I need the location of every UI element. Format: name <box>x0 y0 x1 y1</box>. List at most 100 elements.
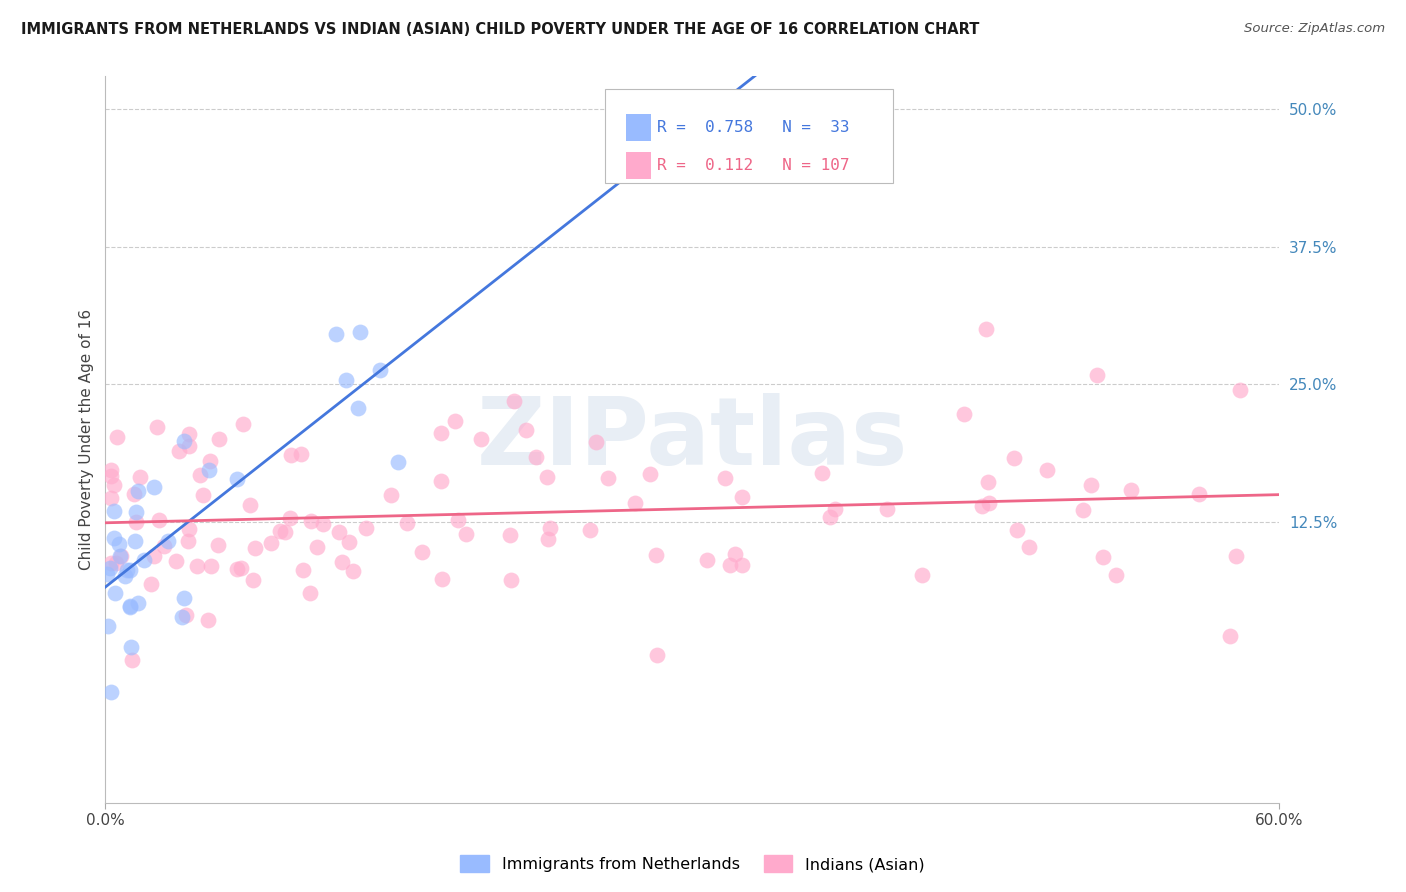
Point <box>972 499 994 513</box>
Point <box>1219 629 1241 643</box>
Point <box>156 533 179 548</box>
Point <box>114 569 136 583</box>
Point <box>501 574 523 588</box>
Point <box>347 401 370 416</box>
Point <box>225 561 247 575</box>
Text: ZIPatlas: ZIPatlas <box>477 393 908 485</box>
Point <box>208 432 231 446</box>
Point <box>335 373 357 387</box>
Point <box>200 559 222 574</box>
Point <box>225 471 247 485</box>
Point <box>1188 487 1211 501</box>
Point <box>974 322 997 336</box>
Point <box>115 563 138 577</box>
Point <box>100 491 122 505</box>
Point <box>148 513 170 527</box>
Point <box>387 455 409 469</box>
Point <box>269 524 291 538</box>
Point <box>239 498 262 512</box>
Point <box>100 463 122 477</box>
Point <box>104 585 127 599</box>
Point <box>229 560 252 574</box>
Point <box>1119 483 1142 497</box>
Point <box>173 591 195 605</box>
Y-axis label: Child Poverty Under the Age of 16: Child Poverty Under the Age of 16 <box>79 309 94 570</box>
Point <box>979 496 1001 510</box>
Point <box>100 556 122 570</box>
Point <box>173 434 195 449</box>
Point <box>165 554 187 568</box>
Point <box>380 488 402 502</box>
Point <box>280 449 302 463</box>
Point <box>430 426 453 441</box>
Point <box>125 515 148 529</box>
Point <box>585 435 607 450</box>
Point <box>290 446 312 460</box>
Point <box>193 488 215 502</box>
Point <box>197 463 219 477</box>
Point <box>524 450 547 465</box>
Point <box>242 573 264 587</box>
Point <box>110 549 132 563</box>
Point <box>197 613 219 627</box>
Point <box>330 555 353 569</box>
Text: R =  0.758   N =  33: R = 0.758 N = 33 <box>657 120 849 135</box>
Point <box>325 326 347 341</box>
Point <box>153 539 176 553</box>
Point <box>292 563 315 577</box>
Point <box>167 444 190 458</box>
Point <box>638 467 661 482</box>
Point <box>207 538 229 552</box>
Point <box>645 549 668 563</box>
Point <box>368 363 391 377</box>
Point <box>179 427 201 442</box>
Point <box>299 514 322 528</box>
Point <box>188 468 211 483</box>
Point <box>456 527 478 541</box>
Point <box>142 549 165 563</box>
Point <box>1080 478 1102 492</box>
Point <box>97 619 120 633</box>
Point <box>470 432 492 446</box>
Point <box>1005 524 1028 538</box>
Point <box>503 394 526 409</box>
Point <box>696 553 718 567</box>
Point <box>818 510 841 524</box>
Point <box>876 502 898 516</box>
Point <box>714 470 737 484</box>
Point <box>1002 450 1025 465</box>
Point <box>396 516 419 530</box>
Point <box>312 517 335 532</box>
Point <box>243 541 266 555</box>
Point <box>139 577 162 591</box>
Text: R =  0.112   N = 107: R = 0.112 N = 107 <box>657 158 849 173</box>
Point <box>731 558 754 572</box>
Point <box>232 417 254 431</box>
Point <box>342 564 364 578</box>
Point <box>337 535 360 549</box>
Point <box>100 685 122 699</box>
Point <box>121 652 143 666</box>
Point <box>120 640 142 654</box>
Point <box>186 559 208 574</box>
Point <box>108 537 131 551</box>
Point <box>260 536 283 550</box>
Point <box>103 531 125 545</box>
Point <box>444 414 467 428</box>
Point <box>142 480 165 494</box>
Point <box>145 420 167 434</box>
Point <box>299 586 322 600</box>
Point <box>952 407 974 421</box>
Point <box>120 563 142 577</box>
Point <box>96 566 118 581</box>
Point <box>724 547 747 561</box>
Point <box>977 475 1000 490</box>
Point <box>1071 503 1094 517</box>
Point <box>100 468 122 483</box>
Point <box>596 471 619 485</box>
Point <box>537 532 560 546</box>
Point <box>103 503 125 517</box>
Point <box>124 505 146 519</box>
Text: IMMIGRANTS FROM NETHERLANDS VS INDIAN (ASIAN) CHILD POVERTY UNDER THE AGE OF 16 : IMMIGRANTS FROM NETHERLANDS VS INDIAN (A… <box>21 22 980 37</box>
Point <box>118 599 141 614</box>
